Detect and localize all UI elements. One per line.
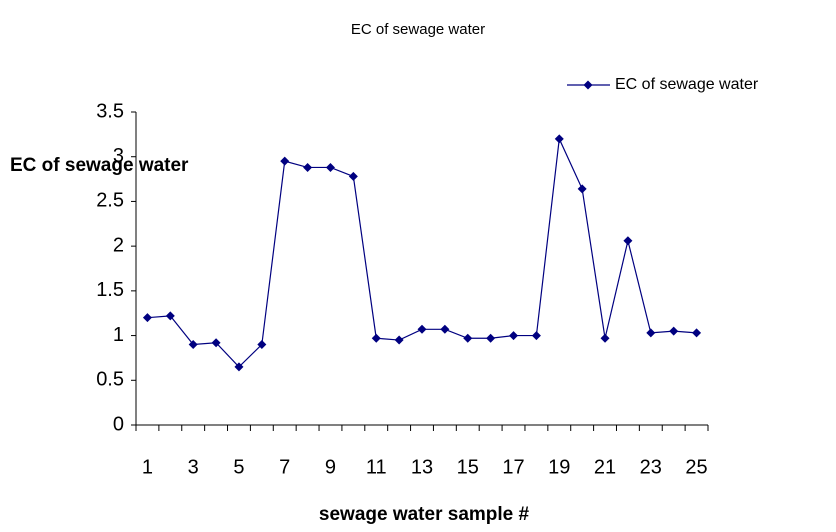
data-point xyxy=(348,171,358,181)
x-tick-label: 11 xyxy=(366,456,387,478)
x-axis-label: sewage water sample # xyxy=(319,504,530,525)
data-point xyxy=(486,333,496,343)
y-tick-label: 1 xyxy=(113,324,124,346)
x-tick-label: 13 xyxy=(411,456,433,478)
data-point xyxy=(646,328,656,338)
data-point xyxy=(325,162,335,172)
data-point xyxy=(692,328,702,338)
data-point xyxy=(165,311,175,321)
data-point xyxy=(257,340,267,350)
data-point xyxy=(600,333,610,343)
data-point xyxy=(577,184,587,194)
data-point xyxy=(669,326,679,336)
x-tick-label: 5 xyxy=(233,456,244,478)
y-tick-label: 3.5 xyxy=(96,100,124,122)
x-tick-label: 19 xyxy=(548,456,570,478)
x-tick-label: 3 xyxy=(188,456,199,478)
data-point xyxy=(142,313,152,323)
x-tick-label: 9 xyxy=(325,456,336,478)
legend-label: EC of sewage water xyxy=(615,76,759,93)
x-tick-label: 25 xyxy=(685,456,707,478)
x-tick-label: 15 xyxy=(457,456,479,478)
data-point xyxy=(440,324,450,334)
x-tick-label: 1 xyxy=(142,456,153,478)
chart-title: EC of sewage water xyxy=(351,21,485,38)
y-tick-label: 2 xyxy=(113,234,124,256)
y-tick-label: 3 xyxy=(113,145,124,167)
x-tick-label: 7 xyxy=(279,456,290,478)
x-tick-label: 21 xyxy=(594,456,616,478)
data-point xyxy=(303,162,313,172)
y-tick-label: 1.5 xyxy=(96,279,124,301)
data-point xyxy=(394,335,404,345)
data-point xyxy=(623,236,633,246)
data-point xyxy=(280,156,290,166)
data-point xyxy=(531,331,541,341)
data-point xyxy=(509,331,519,341)
y-tick-label: 0.5 xyxy=(96,369,124,391)
data-point xyxy=(417,324,427,334)
data-point xyxy=(188,340,198,350)
x-tick-label: 17 xyxy=(502,456,524,478)
data-point xyxy=(463,333,473,343)
y-tick-label: 2.5 xyxy=(96,190,124,212)
x-tick-label: 23 xyxy=(640,456,662,478)
legend-marker xyxy=(583,80,593,90)
data-point xyxy=(211,338,221,348)
data-point xyxy=(234,362,244,372)
y-axis-label: EC of sewage water xyxy=(10,155,189,176)
data-point xyxy=(371,333,381,343)
y-tick-label: 0 xyxy=(113,413,124,435)
data-point xyxy=(554,134,564,144)
